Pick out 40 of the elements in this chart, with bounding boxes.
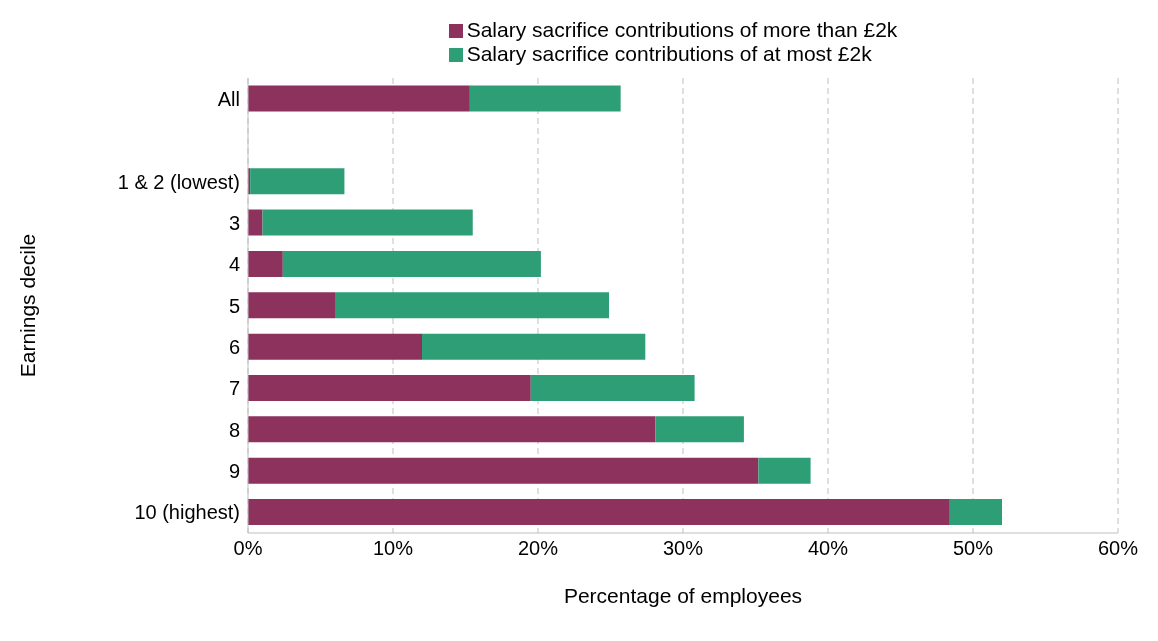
bar bbox=[949, 499, 1002, 526]
bar bbox=[248, 333, 422, 360]
y-tick-label: 1 & 2 (lowest) bbox=[117, 170, 240, 193]
bar bbox=[655, 416, 744, 443]
bar bbox=[248, 499, 950, 526]
bar bbox=[248, 457, 759, 484]
bar bbox=[248, 250, 283, 277]
x-tick-label: 20% bbox=[517, 537, 559, 560]
y-tick-label: 8 bbox=[228, 418, 240, 441]
x-tick-label: 40% bbox=[807, 537, 849, 560]
x-tick-label: 10% bbox=[372, 537, 414, 560]
y-tick-label: 6 bbox=[228, 335, 240, 358]
y-tick-label: 5 bbox=[228, 294, 240, 317]
x-tick-label: 50% bbox=[952, 537, 994, 560]
y-tick-label: 10 (highest) bbox=[134, 501, 240, 524]
legend-label: Salary sacrifice contributions of more than £2k bbox=[466, 18, 898, 41]
bar bbox=[469, 85, 621, 112]
bar bbox=[250, 168, 345, 195]
legend-label: Salary sacrifice contributions of at most £2k bbox=[466, 42, 872, 65]
x-tick-label: 60% bbox=[1097, 537, 1139, 560]
y-tick-label: 3 bbox=[228, 211, 240, 234]
bar bbox=[248, 374, 531, 401]
bar bbox=[530, 374, 695, 401]
bar bbox=[248, 292, 335, 319]
bar bbox=[422, 333, 646, 360]
bar bbox=[248, 416, 656, 443]
y-tick-label: 4 bbox=[228, 253, 240, 276]
y-tick-label: All bbox=[217, 87, 240, 110]
x-axis-title: Percentage of employees bbox=[563, 584, 803, 607]
bar bbox=[248, 85, 470, 112]
bar bbox=[282, 250, 541, 277]
x-tick-label: 30% bbox=[662, 537, 704, 560]
y-tick-label: 9 bbox=[228, 460, 240, 483]
x-tick-label: 0% bbox=[233, 537, 263, 560]
bar bbox=[758, 457, 811, 484]
bar bbox=[335, 292, 610, 319]
bar bbox=[262, 209, 473, 236]
bar bbox=[248, 209, 263, 236]
y-tick-label: 7 bbox=[228, 377, 240, 400]
y-axis-title: Earnings decile bbox=[16, 233, 40, 378]
